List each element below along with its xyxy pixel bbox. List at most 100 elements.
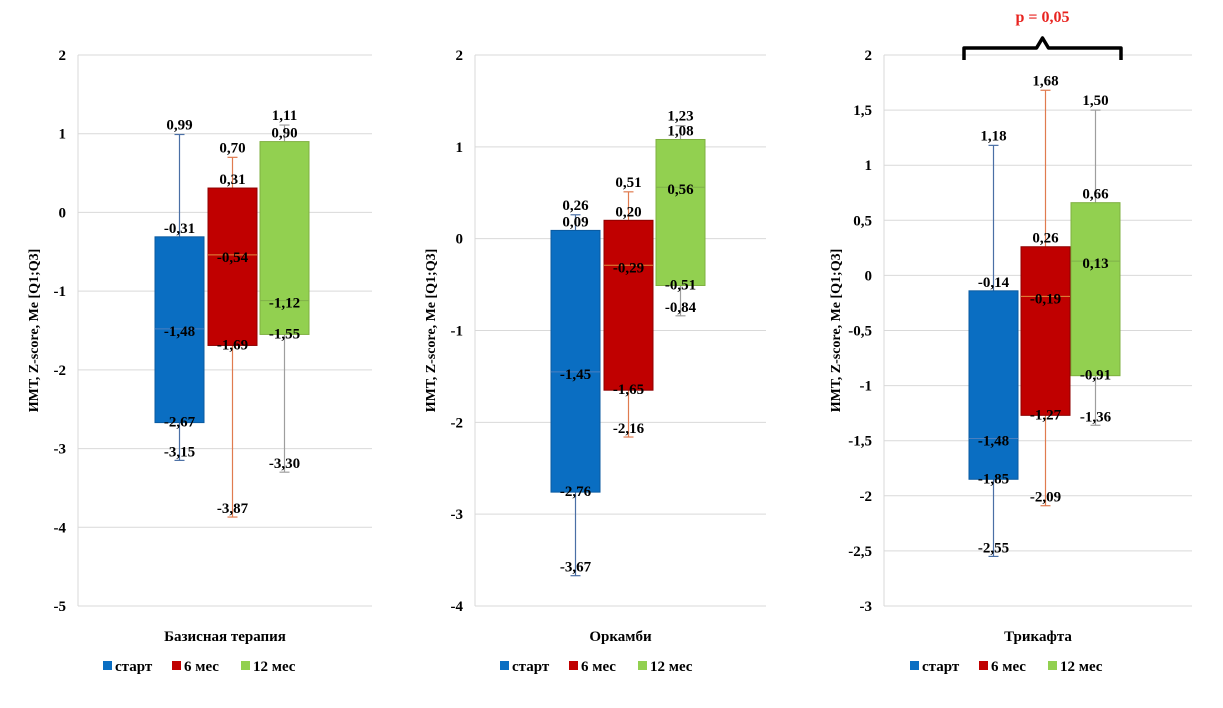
value-label-q1: -2,76 <box>560 484 592 500</box>
value-label-q3: -0,14 <box>978 275 1010 291</box>
legend-label-6m: 6 мес <box>184 659 219 675</box>
legend-label-start: старт <box>115 659 153 675</box>
box-12m <box>1070 202 1121 377</box>
value-label-q1: -1,69 <box>217 337 248 353</box>
legend-label-12m: 12 мес <box>650 659 693 675</box>
legend-swatch-6m <box>172 661 181 670</box>
panel-trikafta: -3 -2,5 -2 -1,5 -1 -0,5 0 0,5 1 1,5 2 ИМТ, Z-score,… <box>829 9 1192 675</box>
y-tick-label: 2 <box>456 48 464 64</box>
box-start <box>968 290 1019 480</box>
y-tick-label: -1 <box>54 284 67 300</box>
legend-label-6m: 6 мес <box>991 659 1026 675</box>
legend-label-12m: 12 мес <box>253 659 296 675</box>
value-label-q3: -0,31 <box>164 221 195 237</box>
value-label-q1: -1,85 <box>978 471 1009 487</box>
y-tick-label: 0 <box>865 268 873 284</box>
y-tick-label: 1,5 <box>853 103 872 119</box>
value-label-max: 1,68 <box>1032 73 1058 89</box>
value-label-min: -3,87 <box>217 501 249 517</box>
value-label-median: -0,29 <box>613 260 644 276</box>
box-12m <box>259 141 310 335</box>
y-tick-label: -1,5 <box>848 434 872 450</box>
value-label-q3: 0,31 <box>219 172 245 188</box>
value-label-min: -3,30 <box>269 456 300 472</box>
legend-swatch-12m <box>638 661 647 670</box>
significance-bracket <box>962 36 1123 60</box>
value-label-q3: 0,26 <box>1032 231 1059 247</box>
y-tick-label: -0,5 <box>848 324 872 340</box>
legend-swatch-6m <box>569 661 578 670</box>
legend-swatch-12m <box>241 661 250 670</box>
legend-label-12m: 12 мес <box>1060 659 1103 675</box>
y-tick-label: -2,5 <box>848 544 872 560</box>
y-tick-label: -2 <box>860 489 873 505</box>
y-tick-label: 2 <box>59 48 67 64</box>
value-label-q3: 0,09 <box>562 214 588 230</box>
y-tick-label: 1 <box>59 127 67 143</box>
value-label-q1: -2,67 <box>164 415 196 431</box>
value-label-max: 1,50 <box>1082 93 1108 109</box>
value-label-max: 0,26 <box>562 198 589 214</box>
y-tick-label: -3 <box>860 599 873 615</box>
value-label-q1: -1,65 <box>613 382 644 398</box>
p-value-annotation: p = 0,05 <box>1015 9 1069 26</box>
value-label-min: -1,36 <box>1080 409 1112 425</box>
legend-label-start: старт <box>922 659 960 675</box>
box-12m <box>655 138 706 287</box>
legend-swatch-start <box>500 661 509 670</box>
y-tick-label: 0 <box>59 205 67 221</box>
box-start <box>154 236 205 424</box>
y-tick-label: -5 <box>54 599 67 615</box>
value-label-max: 1,18 <box>980 128 1006 144</box>
value-label-q3: 0,66 <box>1082 187 1109 203</box>
value-label-min: -3,67 <box>560 560 592 576</box>
legend-swatch-6m <box>979 661 988 670</box>
x-category-label: Трикафта <box>1004 629 1072 645</box>
value-label-max: 1,11 <box>272 108 297 124</box>
panel-orkambi: -4 -3 -2 -1 0 1 2 ИМТ, Z-score, Me [Q1;Q3] Оркам… <box>424 48 766 675</box>
value-label-min: -2,16 <box>613 421 645 437</box>
value-label-min: -2,55 <box>978 540 1009 556</box>
y-axis-label: ИМТ, Z-score, Me [Q1;Q3] <box>829 249 844 413</box>
value-label-min: -3,15 <box>164 444 195 460</box>
y-tick-label: 1 <box>865 158 873 174</box>
y-axis-label: ИМТ, Z-score, Me [Q1;Q3] <box>27 249 42 413</box>
value-label-max: 0,51 <box>615 175 641 191</box>
y-tick-label: 0,5 <box>853 213 872 229</box>
value-label-median: -0,19 <box>1030 291 1061 307</box>
value-label-q1: -1,27 <box>1030 407 1062 423</box>
y-tick-label: -3 <box>451 507 464 523</box>
y-tick-label: -2 <box>54 363 67 379</box>
value-label-q3: 1,08 <box>667 123 693 139</box>
value-label-median: 0,56 <box>667 182 694 198</box>
legend-swatch-start <box>910 661 919 670</box>
value-label-max: 1,23 <box>667 109 693 125</box>
y-tick-label: -1 <box>860 379 873 395</box>
legend-swatch-start <box>103 661 112 670</box>
box-start <box>550 229 601 493</box>
value-label-median: -0,54 <box>217 250 249 266</box>
y-tick-label: -1 <box>451 324 464 340</box>
y-tick-label: -3 <box>54 442 67 458</box>
box-6m <box>207 187 258 346</box>
value-label-q1: -1,55 <box>269 326 300 342</box>
box-6m <box>603 219 654 391</box>
box-6m <box>1020 246 1071 416</box>
y-tick-label: 2 <box>865 48 873 64</box>
x-category-label: Оркамби <box>589 629 652 645</box>
value-label-q1: -0,91 <box>1080 368 1111 384</box>
y-tick-label: 0 <box>456 232 464 248</box>
y-tick-label: -2 <box>451 415 464 431</box>
value-label-median: -1,45 <box>560 367 591 383</box>
legend-label-6m: 6 мес <box>581 659 616 675</box>
value-label-max: 0,99 <box>166 118 192 134</box>
value-label-q1: -0,51 <box>665 278 696 294</box>
y-axis-label: ИМТ, Z-score, Me [Q1;Q3] <box>424 249 439 413</box>
legend-swatch-12m <box>1048 661 1057 670</box>
value-label-max: 0,70 <box>219 140 245 156</box>
value-label-q3: 0,20 <box>615 204 641 220</box>
value-label-median: 0,13 <box>1082 256 1108 272</box>
value-label-min: -0,84 <box>665 300 697 316</box>
y-tick-label: -4 <box>54 520 67 536</box>
